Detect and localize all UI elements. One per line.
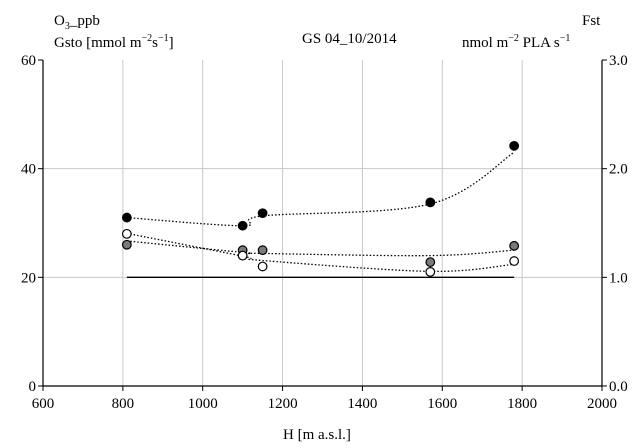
y2-tick-label: 3.0 bbox=[609, 53, 628, 69]
right-axis-label-line2: nmol m−2 PLA s−1 bbox=[462, 33, 571, 51]
trend-line bbox=[126, 151, 515, 227]
data-point-open-white bbox=[425, 267, 436, 277]
y-tick-label: 40 bbox=[21, 162, 36, 178]
left-axis-label-line1: O3_ppb bbox=[54, 13, 100, 32]
data-point-open-white bbox=[509, 256, 520, 266]
x-tick-label: 800 bbox=[112, 396, 135, 412]
y2-tick-label: 2.0 bbox=[609, 162, 628, 178]
y2-tick-label: 1.0 bbox=[609, 270, 628, 286]
y2-tick-label: 0.0 bbox=[609, 379, 628, 395]
trend-line bbox=[126, 232, 515, 273]
data-point-filled-gray bbox=[121, 239, 132, 250]
x-tick-label: 600 bbox=[32, 396, 55, 412]
data-point-open-white bbox=[257, 261, 268, 272]
y-tick-label: 20 bbox=[21, 270, 36, 286]
chart-title: GS 04_10/2014 bbox=[302, 31, 397, 47]
right-axis-label-line1: Fst bbox=[582, 13, 601, 29]
x-tick-label: 2000 bbox=[587, 396, 617, 412]
data-point-filled-black bbox=[237, 220, 248, 231]
data-point-filled-black bbox=[257, 208, 268, 219]
x-tick-label: 1200 bbox=[268, 396, 298, 412]
y-tick-label: 60 bbox=[21, 53, 36, 69]
data-point-filled-gray bbox=[425, 257, 436, 268]
x-tick-label: 1400 bbox=[347, 396, 377, 412]
x-tick-label: 1600 bbox=[427, 396, 457, 412]
left-axis-label-line2: Gsto [mmol m−2s−1] bbox=[54, 33, 174, 51]
data-point-open-white bbox=[121, 228, 132, 239]
trend-line bbox=[126, 240, 515, 257]
data-point-filled-black bbox=[425, 197, 436, 208]
y-tick-label: 0 bbox=[29, 379, 37, 395]
data-point-filled-gray bbox=[257, 245, 268, 256]
x-tick-label: 1800 bbox=[507, 396, 537, 412]
data-point-filled-gray bbox=[509, 240, 520, 251]
data-point-filled-black bbox=[121, 212, 132, 223]
x-axis-label: H [m a.s.l.] bbox=[283, 427, 351, 443]
data-point-open-white bbox=[237, 250, 248, 261]
data-point-filled-black bbox=[509, 140, 520, 151]
x-tick-label: 1000 bbox=[188, 396, 218, 412]
